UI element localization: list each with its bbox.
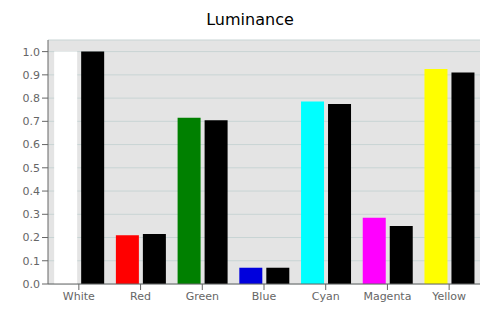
svg-text:0.8: 0.8 (23, 92, 41, 105)
svg-text:Magenta: Magenta (363, 290, 411, 303)
svg-text:0.2: 0.2 (23, 231, 41, 244)
svg-text:0.4: 0.4 (23, 185, 41, 198)
svg-text:Green: Green (186, 290, 219, 303)
svg-text:0.0: 0.0 (23, 278, 41, 291)
svg-text:0.1: 0.1 (23, 255, 41, 268)
svg-text:0.9: 0.9 (23, 69, 41, 82)
svg-text:Blue: Blue (252, 290, 277, 303)
svg-text:Cyan: Cyan (312, 290, 340, 303)
html-text:Luminance: Luminance (206, 10, 294, 29)
svg-text:White: White (63, 290, 95, 303)
svg-text:Yellow: Yellow (431, 290, 466, 303)
svg-text:0.5: 0.5 (23, 162, 41, 175)
svg-text:1.0: 1.0 (23, 46, 41, 59)
svg-text:Red: Red (130, 290, 151, 303)
svg-text:0.6: 0.6 (23, 138, 41, 151)
svg-text:0.3: 0.3 (23, 208, 41, 221)
svg-text:0.7: 0.7 (23, 115, 41, 128)
